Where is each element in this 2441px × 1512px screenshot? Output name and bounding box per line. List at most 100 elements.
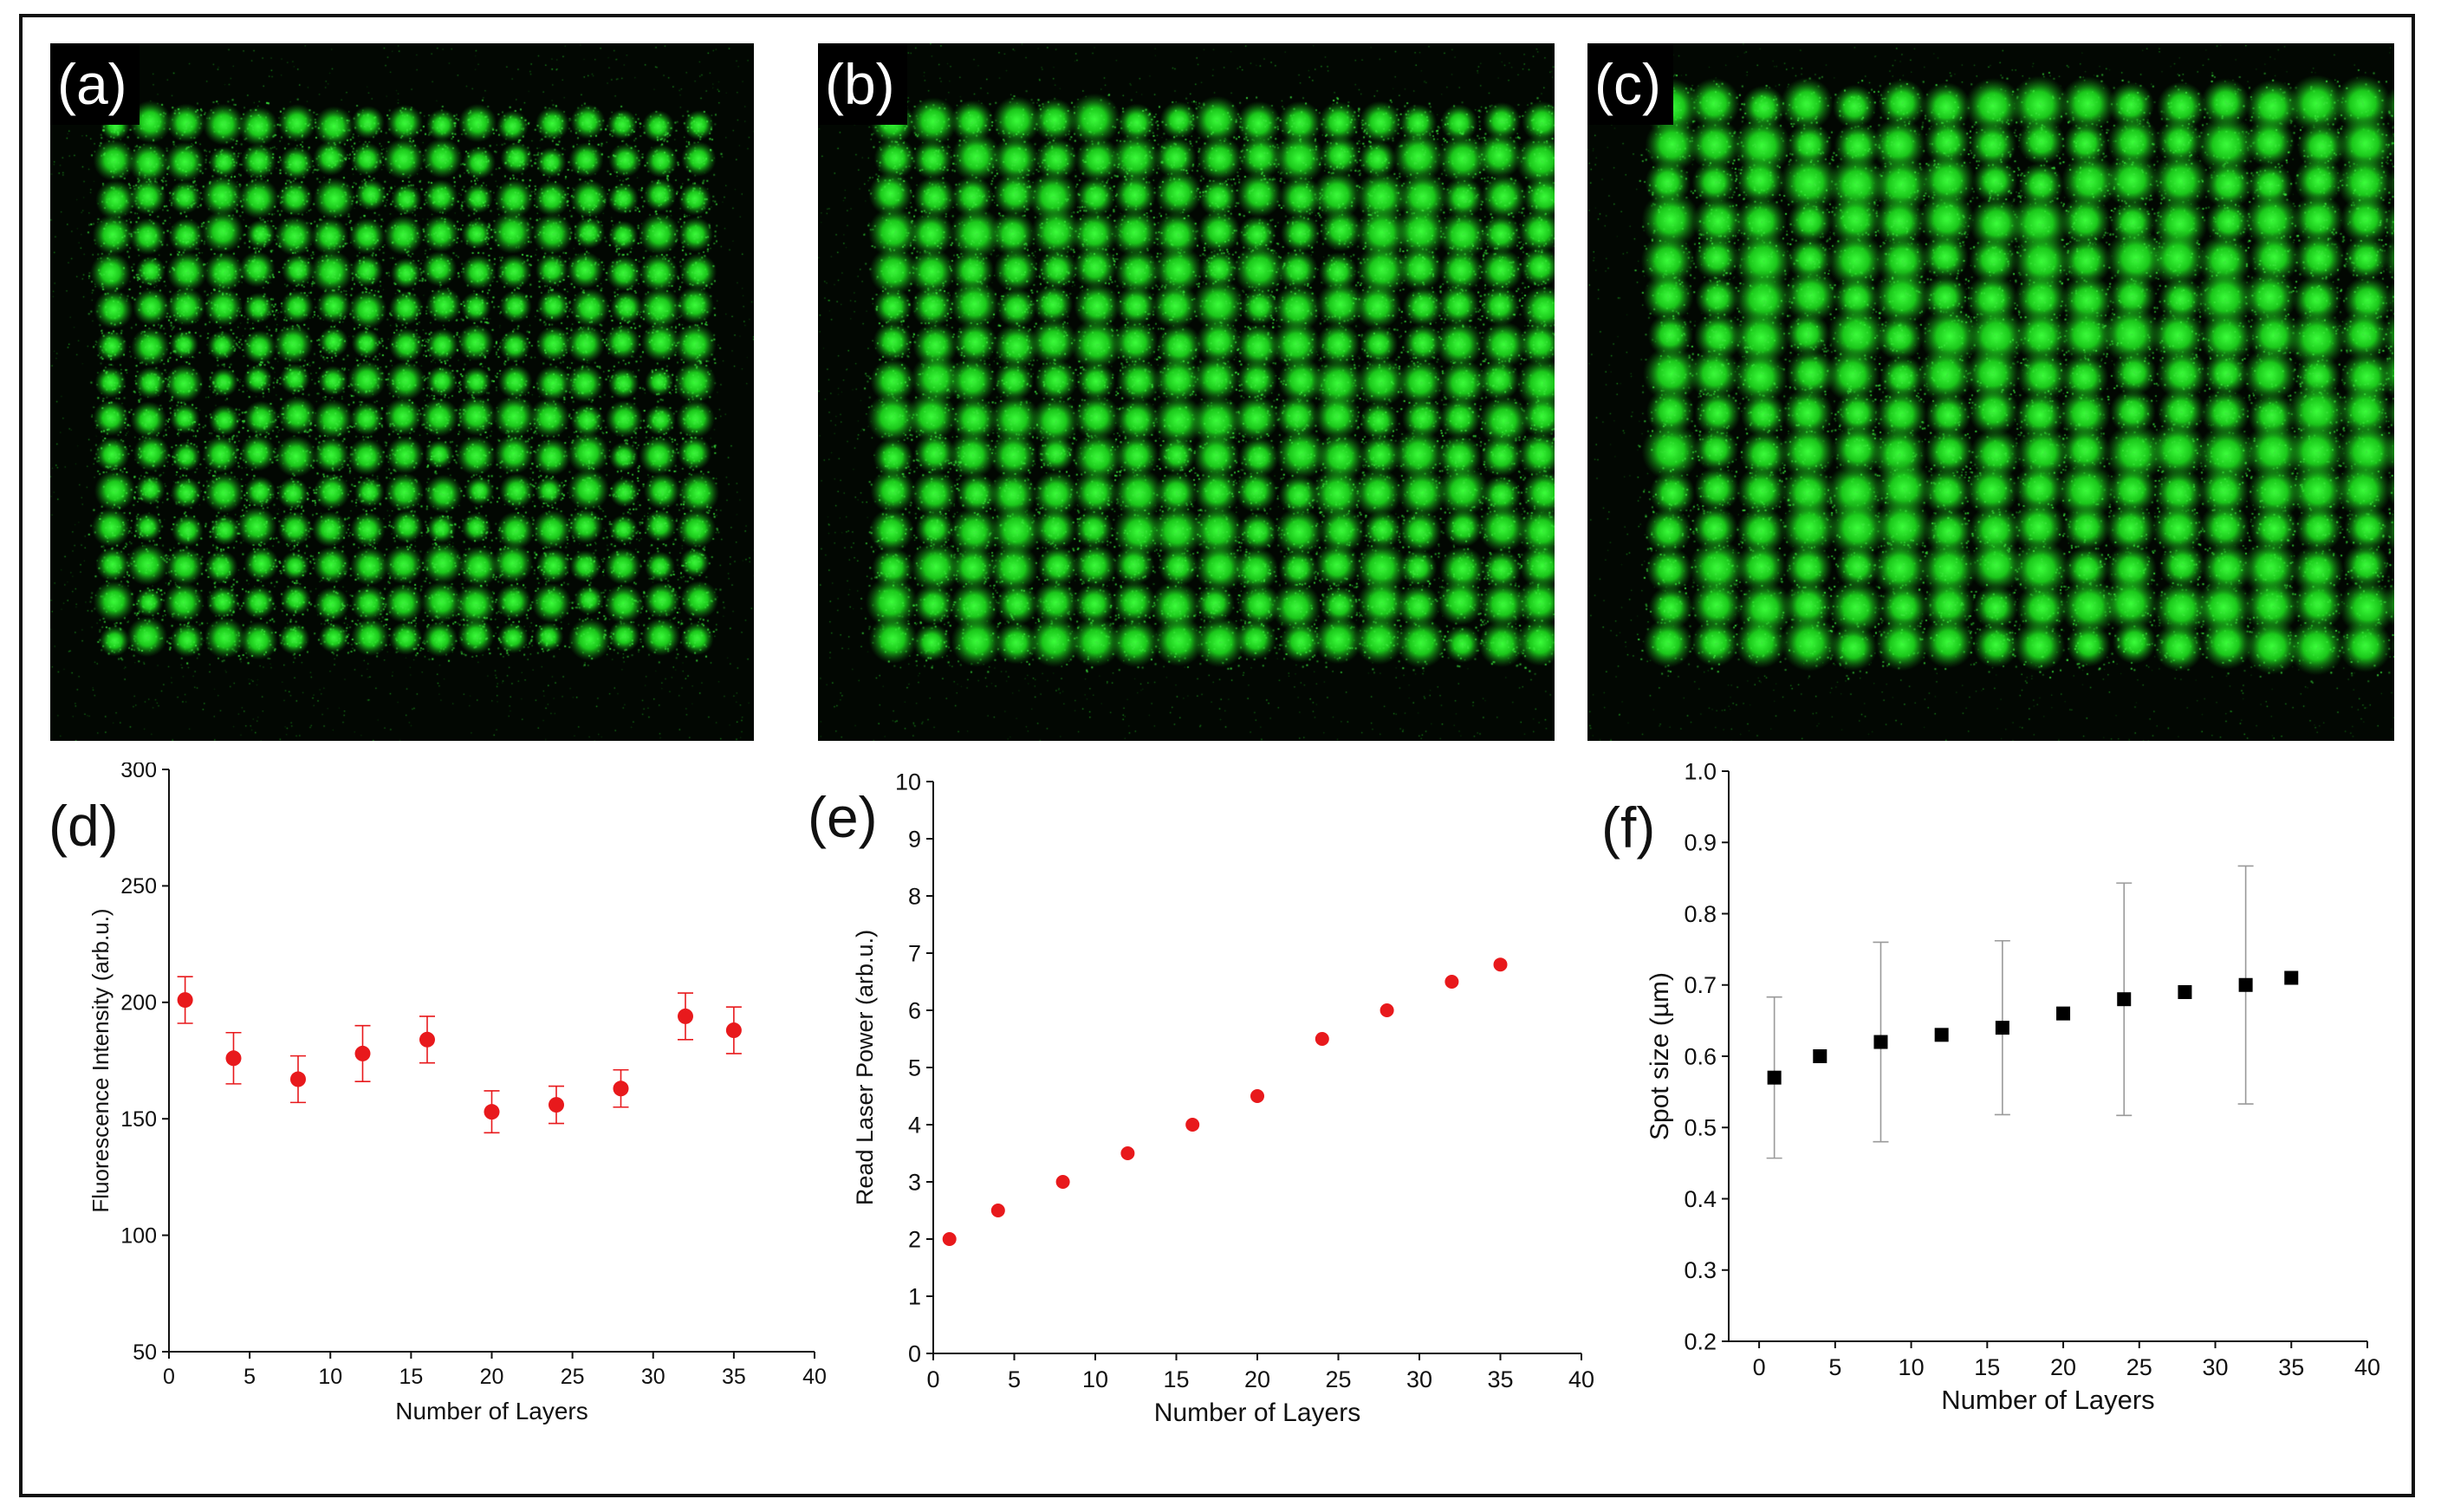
x-tick-label: 15	[1163, 1366, 1189, 1392]
data-point	[177, 992, 193, 1009]
y-tick-label: 200	[120, 991, 157, 1016]
x-tick-label: 30	[641, 1365, 665, 1389]
x-tick-label: 40	[802, 1365, 827, 1389]
x-tick-label: 35	[2278, 1354, 2304, 1380]
y-axis-label: Spot size (µm)	[1646, 972, 1674, 1140]
y-tick-label: 300	[120, 762, 157, 782]
y-tick-label: 0.2	[1684, 1328, 1717, 1354]
x-tick-label: 15	[1974, 1354, 2000, 1380]
data-point	[1055, 1175, 1070, 1189]
spot-array-image	[1587, 43, 2394, 741]
data-point	[2117, 992, 2132, 1007]
y-tick-label: 250	[120, 874, 157, 899]
y-tick-label: 0.5	[1684, 1115, 1717, 1141]
data-point	[1995, 1021, 2009, 1035]
x-tick-label: 10	[1899, 1354, 1925, 1380]
data-point	[484, 1104, 500, 1120]
data-point	[1315, 1032, 1329, 1046]
data-point	[419, 1031, 435, 1048]
x-tick-label: 0	[1753, 1354, 1766, 1380]
y-tick-label: 1	[908, 1283, 921, 1309]
x-axis-label: Number of Layers	[395, 1398, 588, 1424]
y-tick-label: 9	[908, 826, 921, 852]
x-tick-label: 5	[1008, 1366, 1021, 1392]
x-axis-label: Number of Layers	[1154, 1398, 1360, 1427]
data-point	[2056, 1006, 2071, 1021]
data-point	[1813, 1049, 1828, 1063]
data-point	[1873, 1035, 1888, 1049]
data-point	[1380, 1003, 1394, 1017]
data-point	[1493, 957, 1508, 972]
y-tick-label: 4	[908, 1112, 921, 1138]
y-tick-label: 0.3	[1684, 1257, 1717, 1283]
panel-label-a: (a)	[50, 43, 140, 125]
data-point	[225, 1050, 242, 1067]
x-tick-label: 40	[1568, 1366, 1594, 1392]
y-tick-label: 2	[908, 1226, 921, 1252]
chart-f: Number of Layers Spot size (µm) 0 5 10 15 20…	[1646, 758, 2380, 1415]
panel-label-f: (f)	[1601, 795, 1656, 860]
data-point	[678, 1008, 693, 1024]
data-point	[2178, 984, 2192, 999]
y-tick-label: 6	[908, 997, 921, 1023]
x-tick-label: 15	[399, 1365, 423, 1389]
y-tick-label: 0.4	[1684, 1186, 1717, 1212]
data-point	[2284, 970, 2299, 985]
figure-frame	[19, 14, 2415, 1497]
data-point	[725, 1022, 742, 1039]
y-tick-label: 0.9	[1684, 830, 1717, 856]
x-tick-label: 5	[1828, 1354, 1841, 1380]
x-tick-label: 10	[318, 1365, 342, 1389]
data-point	[549, 1097, 564, 1113]
x-tick-label: 0	[926, 1366, 939, 1392]
x-tick-label: 25	[561, 1365, 585, 1389]
y-tick-label: 50	[133, 1340, 157, 1365]
y-tick-label: 5	[908, 1055, 921, 1080]
x-tick-label: 0	[163, 1365, 175, 1389]
x-tick-label: 25	[2126, 1354, 2152, 1380]
y-tick-label: 0	[908, 1340, 921, 1366]
x-tick-label: 35	[722, 1365, 746, 1389]
y-tick-label: 1.0	[1684, 758, 1717, 784]
panel-label-c: (c)	[1587, 43, 1673, 125]
data-point	[613, 1080, 629, 1097]
x-tick-label: 5	[243, 1365, 256, 1389]
spot-array-image	[50, 43, 754, 741]
y-tick-label: 7	[908, 940, 921, 966]
y-tick-label: 100	[120, 1223, 157, 1248]
x-tick-label: 20	[2050, 1354, 2076, 1380]
y-axis-label: Fluorescence Intensity (arb.u.)	[88, 908, 114, 1212]
data-point	[2238, 977, 2253, 992]
micrograph-c: (c)	[1587, 43, 2394, 741]
y-tick-label: 10	[895, 769, 921, 795]
x-tick-label: 20	[1244, 1366, 1270, 1392]
data-point	[1767, 1070, 1782, 1085]
x-tick-label: 40	[2354, 1354, 2380, 1380]
data-point	[990, 1204, 1005, 1217]
data-point	[1120, 1146, 1135, 1160]
y-tick-label: 0.8	[1684, 901, 1717, 927]
panel-label-e: (e)	[808, 785, 878, 849]
x-tick-label: 10	[1082, 1366, 1108, 1392]
spot-array-image	[818, 43, 1555, 741]
data-point	[354, 1045, 371, 1061]
y-tick-label: 3	[908, 1169, 921, 1195]
chart-e: Number of Layers Read Laser Power (arb.u…	[852, 769, 1594, 1427]
x-axis-label: Number of Layers	[1941, 1385, 2154, 1415]
x-tick-label: 35	[1487, 1366, 1513, 1392]
data-point	[1185, 1118, 1200, 1132]
y-axis-label: Read Laser Power (arb.u.)	[852, 930, 878, 1205]
micrograph-b: (b)	[818, 43, 1555, 741]
micrograph-a: (a)	[50, 43, 754, 741]
panel-label-b: (b)	[818, 43, 907, 125]
y-tick-label: 0.7	[1684, 972, 1717, 998]
data-point	[1444, 975, 1459, 989]
y-tick-label: 150	[120, 1107, 157, 1132]
y-tick-label: 0.6	[1684, 1043, 1717, 1069]
x-tick-label: 30	[1406, 1366, 1432, 1392]
data-point	[290, 1071, 306, 1087]
panel-label-d: (d)	[49, 794, 119, 858]
data-point	[942, 1232, 957, 1246]
x-tick-label: 20	[480, 1365, 504, 1389]
data-point	[1250, 1089, 1264, 1103]
